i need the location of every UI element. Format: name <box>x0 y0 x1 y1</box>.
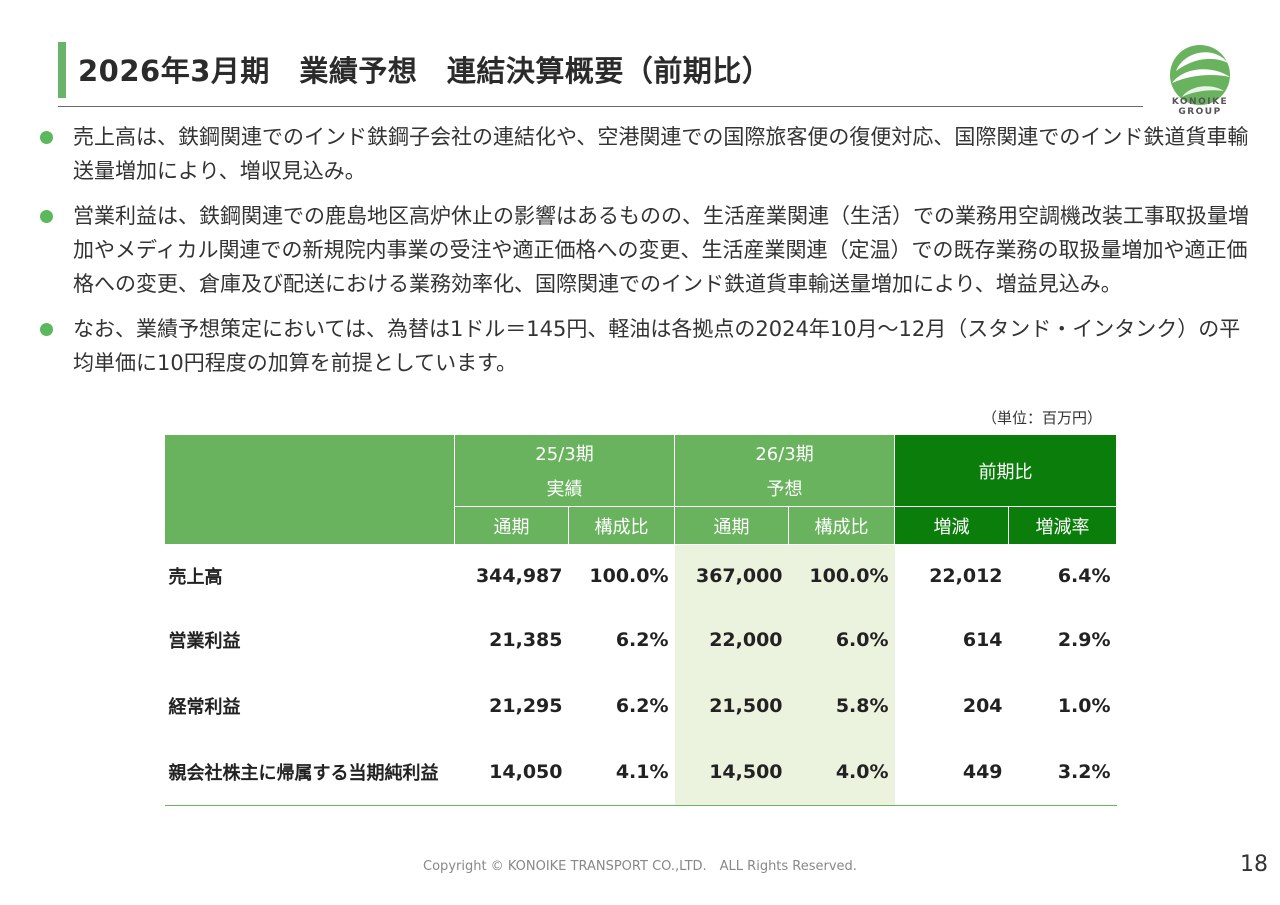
cell-change-rate: 3.2% <box>1008 739 1117 806</box>
bullet-dot-icon <box>40 210 53 223</box>
header-ratio-fy26: 構成比 <box>788 506 896 545</box>
cell-change-rate: 1.0% <box>1057 695 1111 717</box>
title-accent-bar <box>58 42 66 98</box>
table-row: 親会社株主に帰属する当期純利益 14,050 4.1% 14,500 4.0% … <box>164 739 1117 806</box>
row-label: 親会社株主に帰属する当期純利益 <box>164 739 455 806</box>
header-change-rate: 増減率 <box>1008 506 1118 545</box>
title-divider <box>58 106 1143 107</box>
bullet-text: 売上高は、鉄鋼関連でのインド鉄鋼子会社の連結化や、空港関連での国際旅客便の復便対… <box>73 125 1249 183</box>
cell-ratio-fy25: 6.2% <box>615 629 669 651</box>
cell-annual-fy25: 344,987 <box>475 565 563 587</box>
bullet-assumptions: なお、業績予想策定においては、為替は1ドル＝145円、軽油は各拠点の2024年1… <box>40 312 1255 380</box>
cell-ratio-fy26: 6.0% <box>788 607 895 673</box>
cell-change: 204 <box>962 695 1003 717</box>
konoike-group-logo <box>1170 45 1230 105</box>
financial-table: 25/3期 26/3期 前期比 実績 予想 通期 構成比 通期 構成比 増減 増… <box>164 434 1118 806</box>
cell-ratio-fy26: 100.0% <box>788 544 895 607</box>
bullet-operating-income: 営業利益は、鉄鋼関連での鹿島地区高炉休止の影響はあるものの、生活産業関連（生活）… <box>40 199 1255 301</box>
table-row: 営業利益 21,385 6.2% 22,000 6.0% 614 2.9% <box>165 607 1117 673</box>
cell-annual-fy26: 21,500 <box>674 673 789 739</box>
header-ratio-fy25: 構成比 <box>567 506 676 545</box>
page-number: 18 <box>1240 852 1268 877</box>
cell-ratio-fy26: 4.0% <box>788 739 895 806</box>
page-title: 2026年3月期 業績予想 連結決算概要（前期比） <box>78 54 772 88</box>
cell-ratio-fy26: 5.8% <box>788 673 895 739</box>
cell-change-rate: 6.4% <box>1057 565 1111 587</box>
header-period-fy26: 26/3期 <box>674 434 896 471</box>
header-yoy: 前期比 <box>894 434 1118 507</box>
cell-annual-fy26: 14,500 <box>674 739 789 806</box>
cell-ratio-fy25: 4.1% <box>568 739 675 806</box>
cell-annual-fy25: 21,295 <box>489 695 563 717</box>
header-type-forecast: 予想 <box>674 470 896 507</box>
logo-text-group: GROUP <box>1178 107 1222 117</box>
cell-annual-fy26: 367,000 <box>674 544 789 607</box>
cell-ratio-fy25: 6.2% <box>615 695 669 717</box>
cell-change: 614 <box>962 629 1003 651</box>
row-label: 経常利益 <box>168 697 241 718</box>
cell-annual-fy25: 21,385 <box>489 629 563 651</box>
copyright-footer: Copyright © KONOIKE TRANSPORT CO.,LTD. A… <box>423 859 857 874</box>
bullet-text: なお、業績予想策定においては、為替は1ドル＝145円、軽油は各拠点の2024年1… <box>73 317 1241 375</box>
cell-ratio-fy25: 100.0% <box>589 565 669 587</box>
logo-text-konoike: KONOIKE <box>1171 97 1229 107</box>
header-annual-fy25: 通期 <box>454 506 569 545</box>
header-blank <box>164 434 455 545</box>
unit-note: （単位：百万円） <box>981 409 1102 427</box>
bullet-text: 営業利益は、鉄鋼関連での鹿島地区高炉休止の影響はあるものの、生活産業関連（生活）… <box>73 204 1249 296</box>
bullet-sales: 売上高は、鉄鋼関連でのインド鉄鋼子会社の連結化や、空港関連での国際旅客便の復便対… <box>40 120 1255 188</box>
cell-change: 449 <box>894 739 1009 806</box>
header-change: 増減 <box>894 506 1010 545</box>
table-row: 経常利益 21,295 6.2% 21,500 5.8% 204 1.0% <box>165 673 1117 739</box>
cell-change-rate: 2.9% <box>1057 629 1111 651</box>
header-annual-fy26: 通期 <box>674 506 790 545</box>
bullet-dot-icon <box>40 131 53 144</box>
cell-annual-fy25: 14,050 <box>454 739 569 806</box>
summary-bullets: 売上高は、鉄鋼関連でのインド鉄鋼子会社の連結化や、空港関連での国際旅客便の復便対… <box>40 120 1255 391</box>
table-row: 売上高 344,987 100.0% 367,000 100.0% 22,012… <box>165 544 1117 607</box>
header-type-actual: 実績 <box>453 470 676 507</box>
row-label: 営業利益 <box>168 631 241 652</box>
cell-change: 22,012 <box>929 565 1003 587</box>
cell-annual-fy26: 22,000 <box>674 607 789 673</box>
header-period-fy25: 25/3期 <box>453 434 676 471</box>
row-label: 売上高 <box>168 567 223 588</box>
bullet-dot-icon <box>40 323 53 336</box>
